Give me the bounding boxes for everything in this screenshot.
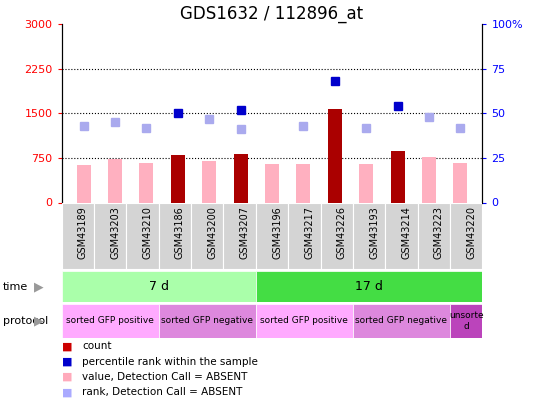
Text: 7 d: 7 d [148,280,169,293]
Text: ■: ■ [62,372,72,382]
Text: unsorte
d: unsorte d [449,311,483,330]
Text: value, Detection Call = ABSENT: value, Detection Call = ABSENT [82,372,248,382]
Bar [191,202,224,269]
Bar [353,202,385,269]
Text: GSM43203: GSM43203 [110,206,120,259]
Text: percentile rank within the sample: percentile rank within the sample [82,357,258,367]
Text: rank, Detection Call = ABSENT: rank, Detection Call = ABSENT [82,388,242,397]
Bar [62,304,159,338]
Bar [385,202,418,269]
Text: GSM43186: GSM43186 [175,206,185,258]
Title: GDS1632 / 112896_at: GDS1632 / 112896_at [181,5,363,23]
Bar [126,202,159,269]
Text: sorted GFP negative: sorted GFP negative [355,316,448,326]
Text: GSM43226: GSM43226 [337,206,347,259]
Bar [202,161,217,202]
Bar [234,154,248,202]
Text: time: time [3,281,28,292]
Bar [256,304,353,338]
Bar [77,165,91,202]
Bar [94,202,126,269]
Bar [450,304,482,338]
Bar [359,164,373,202]
Text: ▶: ▶ [34,280,43,293]
Text: GSM43207: GSM43207 [240,206,250,259]
Bar [159,202,191,269]
Text: GSM43193: GSM43193 [369,206,379,258]
Text: sorted GFP positive: sorted GFP positive [260,316,348,326]
Bar [159,304,256,338]
Text: sorted GFP negative: sorted GFP negative [161,316,254,326]
Text: ■: ■ [62,341,72,351]
Bar [139,163,153,202]
Text: GSM43200: GSM43200 [207,206,217,259]
Text: count: count [82,341,111,351]
Text: protocol: protocol [3,316,48,326]
Bar [62,271,256,302]
Bar [288,202,321,269]
Text: ■: ■ [62,357,72,367]
Bar [453,163,467,202]
Text: GSM43189: GSM43189 [78,206,88,258]
Text: ▶: ▶ [34,314,43,328]
Bar [62,202,94,269]
Bar [256,271,482,302]
Bar [327,109,342,202]
Text: GSM43210: GSM43210 [143,206,153,259]
Bar [171,155,185,202]
Bar [418,202,450,269]
Bar [265,164,279,202]
Bar [391,151,405,202]
Bar [108,159,122,202]
Bar [296,164,310,202]
Bar [224,202,256,269]
Bar [450,202,482,269]
Text: GSM43217: GSM43217 [304,206,315,259]
Bar [321,202,353,269]
Bar [422,158,436,202]
Text: sorted GFP positive: sorted GFP positive [66,316,154,326]
Text: GSM43223: GSM43223 [434,206,444,259]
Text: GSM43214: GSM43214 [401,206,412,259]
Bar [256,202,288,269]
Text: GSM43196: GSM43196 [272,206,282,258]
Bar [353,304,450,338]
Text: 17 d: 17 d [355,280,383,293]
Text: GSM43220: GSM43220 [466,206,476,259]
Text: ■: ■ [62,388,72,397]
